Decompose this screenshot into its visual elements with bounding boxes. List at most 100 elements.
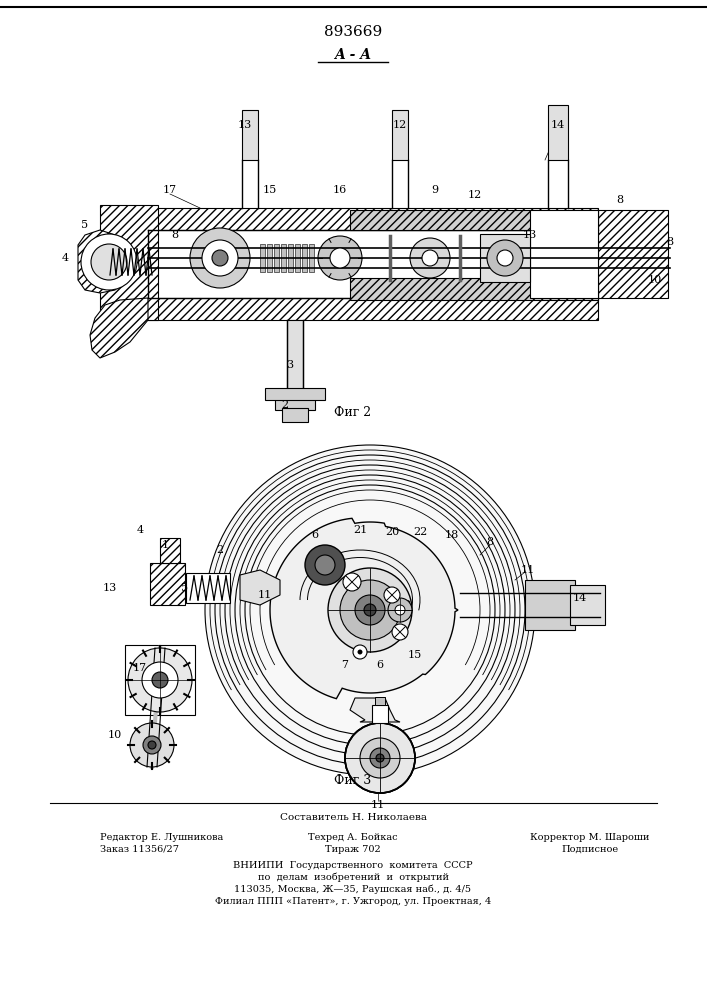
Text: 13: 13 — [238, 120, 252, 130]
Text: 42: 42 — [398, 600, 412, 610]
Text: Фиг 3: Фиг 3 — [334, 774, 372, 786]
Text: 5: 5 — [182, 583, 189, 593]
Circle shape — [355, 595, 385, 625]
Text: 12: 12 — [393, 120, 407, 130]
Circle shape — [315, 555, 335, 575]
Bar — [265, 388, 325, 400]
Circle shape — [328, 568, 412, 652]
Text: 2: 2 — [281, 400, 288, 410]
Bar — [548, 105, 568, 160]
Circle shape — [340, 580, 400, 640]
Text: Редактор Е. Лушникова: Редактор Е. Лушникова — [100, 832, 223, 842]
Bar — [309, 244, 314, 272]
Polygon shape — [78, 230, 130, 293]
Text: 15: 15 — [263, 185, 277, 195]
Text: Тираж 702: Тираж 702 — [325, 844, 381, 854]
Text: 20: 20 — [385, 527, 399, 537]
Bar — [281, 244, 286, 272]
Circle shape — [318, 236, 362, 280]
Circle shape — [395, 605, 405, 615]
Text: Корректор М. Шароши: Корректор М. Шароши — [530, 832, 650, 842]
Bar — [160, 538, 180, 563]
Bar — [260, 244, 265, 272]
Text: 21: 21 — [353, 525, 367, 535]
Text: A - A: A - A — [334, 48, 371, 62]
Text: 15: 15 — [408, 650, 422, 660]
Text: 18: 18 — [445, 530, 459, 540]
Bar — [372, 705, 388, 723]
Bar — [392, 110, 408, 160]
Text: 13: 13 — [103, 583, 117, 593]
Circle shape — [130, 723, 174, 767]
Bar — [302, 244, 307, 272]
Circle shape — [376, 754, 384, 762]
Bar — [350, 210, 598, 230]
Text: 22: 22 — [413, 527, 427, 537]
Text: 6: 6 — [312, 530, 319, 540]
Text: 14: 14 — [551, 120, 565, 130]
Circle shape — [128, 648, 192, 712]
Circle shape — [497, 250, 513, 266]
Bar — [150, 563, 185, 605]
Text: 8: 8 — [171, 230, 179, 240]
Bar — [288, 244, 293, 272]
Circle shape — [487, 240, 523, 276]
Text: 13: 13 — [523, 230, 537, 240]
Bar — [275, 398, 315, 410]
Text: 17: 17 — [163, 185, 177, 195]
Circle shape — [81, 234, 137, 290]
Bar — [100, 205, 158, 320]
Bar — [267, 244, 272, 272]
Circle shape — [91, 244, 127, 280]
Circle shape — [345, 723, 415, 793]
Text: 9: 9 — [431, 185, 438, 195]
Text: 11: 11 — [258, 590, 272, 600]
Text: 14: 14 — [573, 593, 587, 603]
Text: 4: 4 — [62, 253, 69, 263]
Circle shape — [305, 545, 345, 585]
Circle shape — [202, 240, 238, 276]
Text: Техред А. Бойкас: Техред А. Бойкас — [308, 832, 398, 842]
Bar — [525, 580, 575, 630]
Circle shape — [392, 624, 408, 640]
Text: 6: 6 — [376, 660, 384, 670]
Text: 11: 11 — [371, 800, 385, 810]
Bar — [530, 210, 598, 298]
Text: 2: 2 — [216, 545, 223, 555]
Bar — [375, 697, 385, 705]
Circle shape — [142, 662, 178, 698]
Text: 7: 7 — [341, 660, 349, 670]
Bar — [274, 244, 279, 272]
Circle shape — [345, 723, 415, 793]
Bar — [242, 110, 258, 160]
Text: по  делам  изобретений  и  открытий: по делам изобретений и открытий — [257, 872, 448, 882]
Circle shape — [388, 598, 412, 622]
Text: 8: 8 — [486, 537, 493, 547]
Circle shape — [364, 604, 376, 616]
Circle shape — [384, 587, 400, 603]
Circle shape — [353, 645, 367, 659]
Circle shape — [330, 248, 350, 268]
Bar — [287, 320, 303, 390]
Circle shape — [358, 650, 362, 654]
Text: 4: 4 — [136, 525, 144, 535]
Text: Фиг 2: Фиг 2 — [334, 406, 372, 418]
Bar — [148, 298, 598, 320]
Bar — [148, 208, 598, 230]
Text: 12: 12 — [468, 190, 482, 200]
Polygon shape — [270, 518, 458, 699]
Text: ВНИИПИ  Государственного  комитета  СССР: ВНИИПИ Государственного комитета СССР — [233, 860, 473, 869]
Circle shape — [370, 748, 390, 768]
Text: 17: 17 — [133, 663, 147, 673]
Text: 10: 10 — [108, 730, 122, 740]
Bar — [282, 408, 308, 422]
Text: 113035, Москва, Ж—35, Раушская наб., д. 4/5: 113035, Москва, Ж—35, Раушская наб., д. … — [235, 884, 472, 894]
Polygon shape — [90, 298, 148, 358]
Bar — [480, 234, 530, 282]
Text: 8: 8 — [667, 237, 674, 247]
Bar — [350, 278, 598, 300]
Polygon shape — [240, 570, 280, 605]
Circle shape — [360, 738, 400, 778]
Bar — [295, 244, 300, 272]
Circle shape — [148, 741, 156, 749]
